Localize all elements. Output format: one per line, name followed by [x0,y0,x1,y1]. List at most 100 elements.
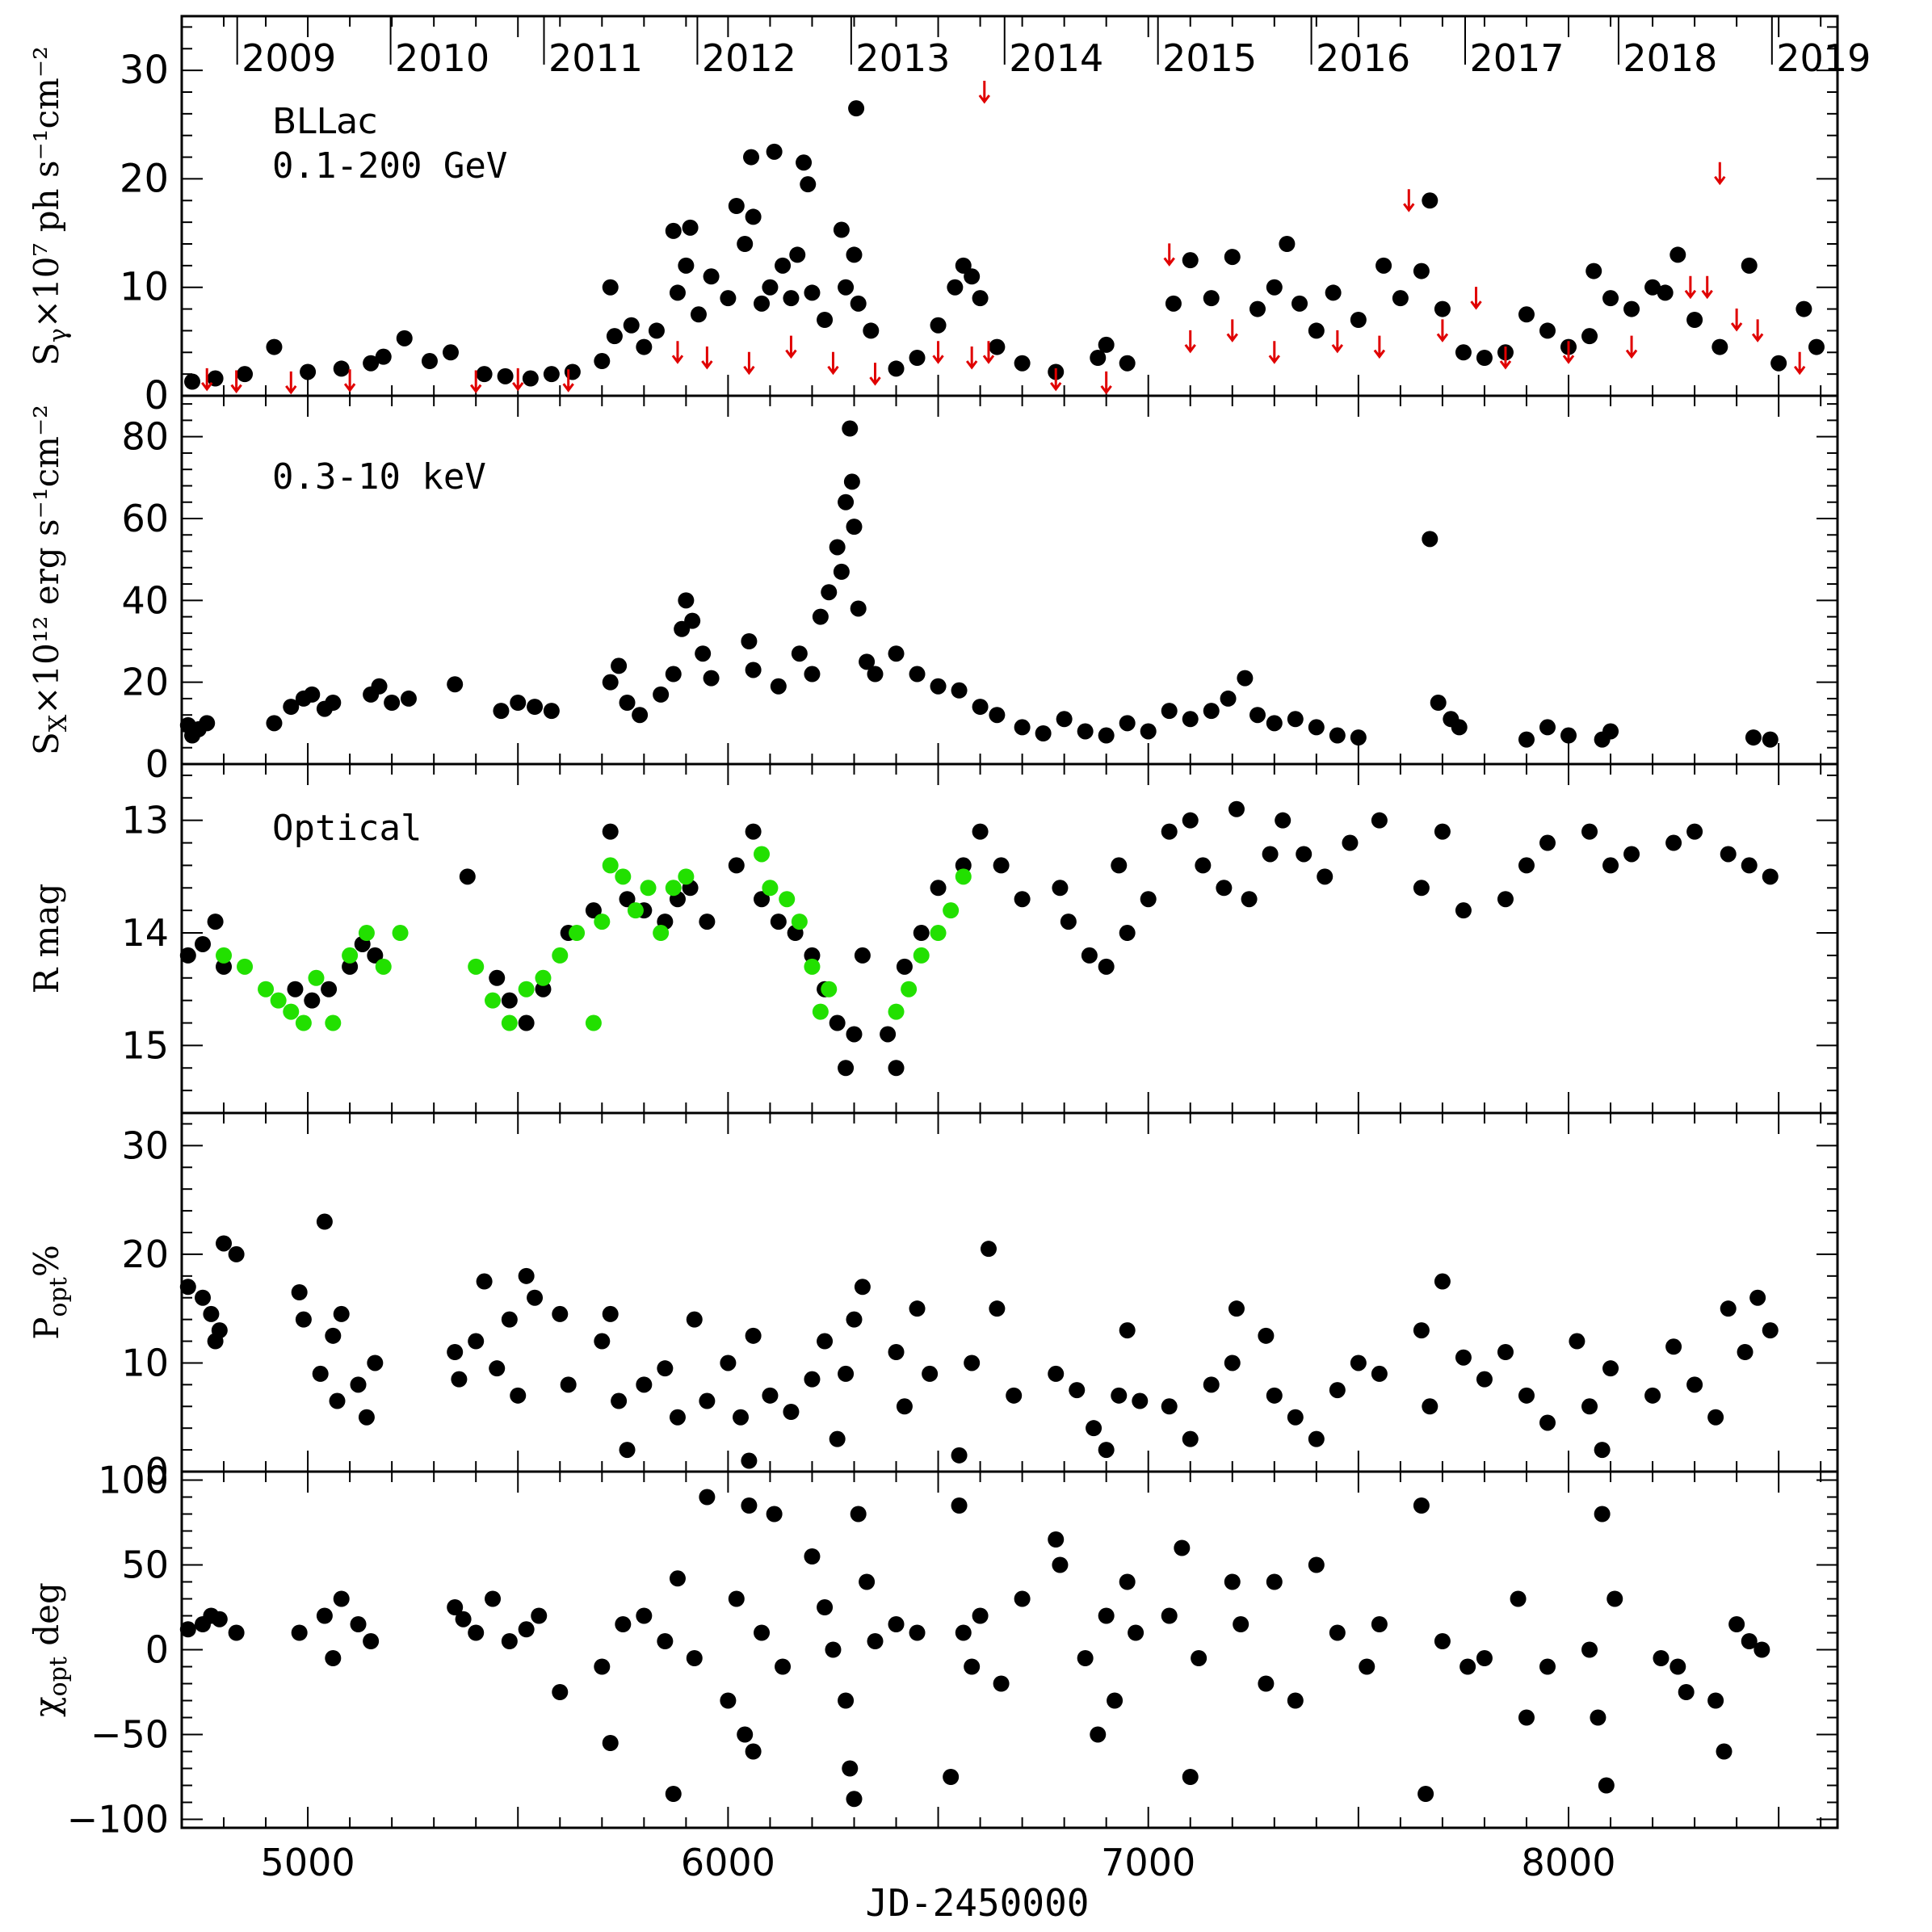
data-point-polarization [1224,1354,1241,1371]
data-point-polarization [1594,1442,1611,1459]
data-point-gamma [648,322,665,339]
data-point-xray [838,494,855,510]
data-point-gamma [237,366,254,383]
data-point-optical [829,1014,846,1031]
data-point-xray [653,686,670,703]
data-point-optical [821,981,838,998]
data-point-optical [1228,800,1245,817]
data-point-xray [447,676,464,693]
data-point-angle [1434,1633,1451,1649]
data-point-xray [1237,670,1254,687]
data-point-polarization [783,1404,800,1420]
data-point-polarization [657,1360,674,1377]
data-point-optical [1518,857,1535,874]
data-point-polarization [501,1311,518,1328]
data-point-xray [527,699,544,716]
data-point-optical [602,857,619,874]
y-tick-label: 0 [145,1628,169,1672]
data-point-angle [1510,1590,1527,1607]
data-point-optical [1098,958,1115,975]
data-point-angle [447,1599,464,1615]
data-point-xray [1308,719,1325,736]
data-point-polarization [1228,1300,1245,1317]
data-point-polarization [951,1447,968,1464]
gamma-energy-band-label: 0.1-200 GeV [272,145,507,187]
data-point-polarization [1762,1322,1779,1339]
data-point-optical [812,1003,829,1020]
upper-limit-arrow [932,341,944,364]
data-point-angle [1728,1616,1745,1632]
data-point-gamma [1279,236,1296,252]
data-point-xray [1329,727,1346,744]
data-point-gamma [690,306,707,323]
data-point-angle [602,1735,619,1751]
data-point-xray [665,666,682,682]
year-label: 2018 [1623,36,1717,80]
data-point-gamma [863,322,880,339]
data-point-optical [1052,880,1069,897]
data-point-polarization [333,1305,350,1322]
y-tick-label: −100 [67,1798,169,1842]
data-point-angle [745,1743,762,1760]
data-point-optical [930,925,947,942]
data-point-polarization [964,1354,981,1371]
data-point-angle [766,1506,783,1522]
data-point-polarization [291,1284,308,1300]
data-point-gamma [1224,249,1241,266]
data-point-xray [283,699,300,716]
data-point-polarization [619,1442,636,1459]
data-point-optical [1140,891,1157,908]
upper-limit-arrow [827,351,839,376]
data-point-gamma [1119,355,1136,372]
data-point-angle [455,1611,472,1628]
data-point-optical [1581,823,1598,840]
data-point-angle [728,1590,745,1607]
y-tick-label: 30 [121,1124,169,1167]
data-point-xray [1451,719,1468,736]
data-point-polarization [1644,1387,1661,1404]
data-point-optical [358,925,375,942]
data-point-angle [1258,1675,1275,1692]
data-point-polarization [1329,1382,1346,1399]
data-point-gamma [375,348,392,365]
data-point-xray [493,703,510,720]
data-point-polarization [1048,1365,1065,1382]
data-point-optical [585,902,602,919]
data-point-optical [699,914,716,930]
data-point-polarization [1720,1300,1737,1317]
data-point-optical [770,914,787,930]
data-point-angle [1077,1650,1094,1666]
data-point-gamma [421,353,438,370]
data-point-optical [518,1014,535,1031]
year-label: 2015 [1162,36,1257,80]
data-point-optical [237,958,254,975]
data-point-optical [955,868,972,885]
data-point-optical [854,947,871,964]
data-point-polarization [228,1245,245,1262]
data-point-polarization [1569,1333,1586,1350]
upper-limit-arrow [869,363,881,386]
data-point-angle [964,1658,981,1675]
data-point-angle [1308,1556,1325,1573]
data-point-angle [518,1621,535,1638]
data-point-gamma [1796,300,1812,317]
data-point-xray [821,584,838,601]
upper-limit-arrow [1436,319,1449,342]
data-point-polarization [358,1409,375,1426]
data-point-polarization [1266,1387,1283,1404]
upper-limit-arrow [562,369,574,393]
data-point-polarization [922,1365,939,1382]
data-point-gamma [930,317,947,334]
data-point-optical [1119,925,1136,942]
source-name-label: BLLac [272,101,377,142]
data-point-xray [1518,731,1535,748]
data-point-polarization [980,1241,997,1258]
data-point-xray [384,695,401,711]
x-tick-label: 6000 [681,1841,775,1884]
data-point-angle [1581,1641,1598,1658]
data-point-angle [316,1607,333,1624]
data-point-xray [791,645,808,662]
data-point-gamma [1308,322,1325,339]
data-point-polarization [1413,1322,1430,1339]
data-point-gamma [564,363,581,380]
